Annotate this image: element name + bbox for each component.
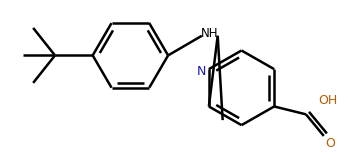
Text: NH: NH	[201, 27, 219, 40]
Text: N: N	[197, 65, 207, 78]
Text: OH: OH	[318, 94, 337, 107]
Text: O: O	[325, 137, 335, 150]
